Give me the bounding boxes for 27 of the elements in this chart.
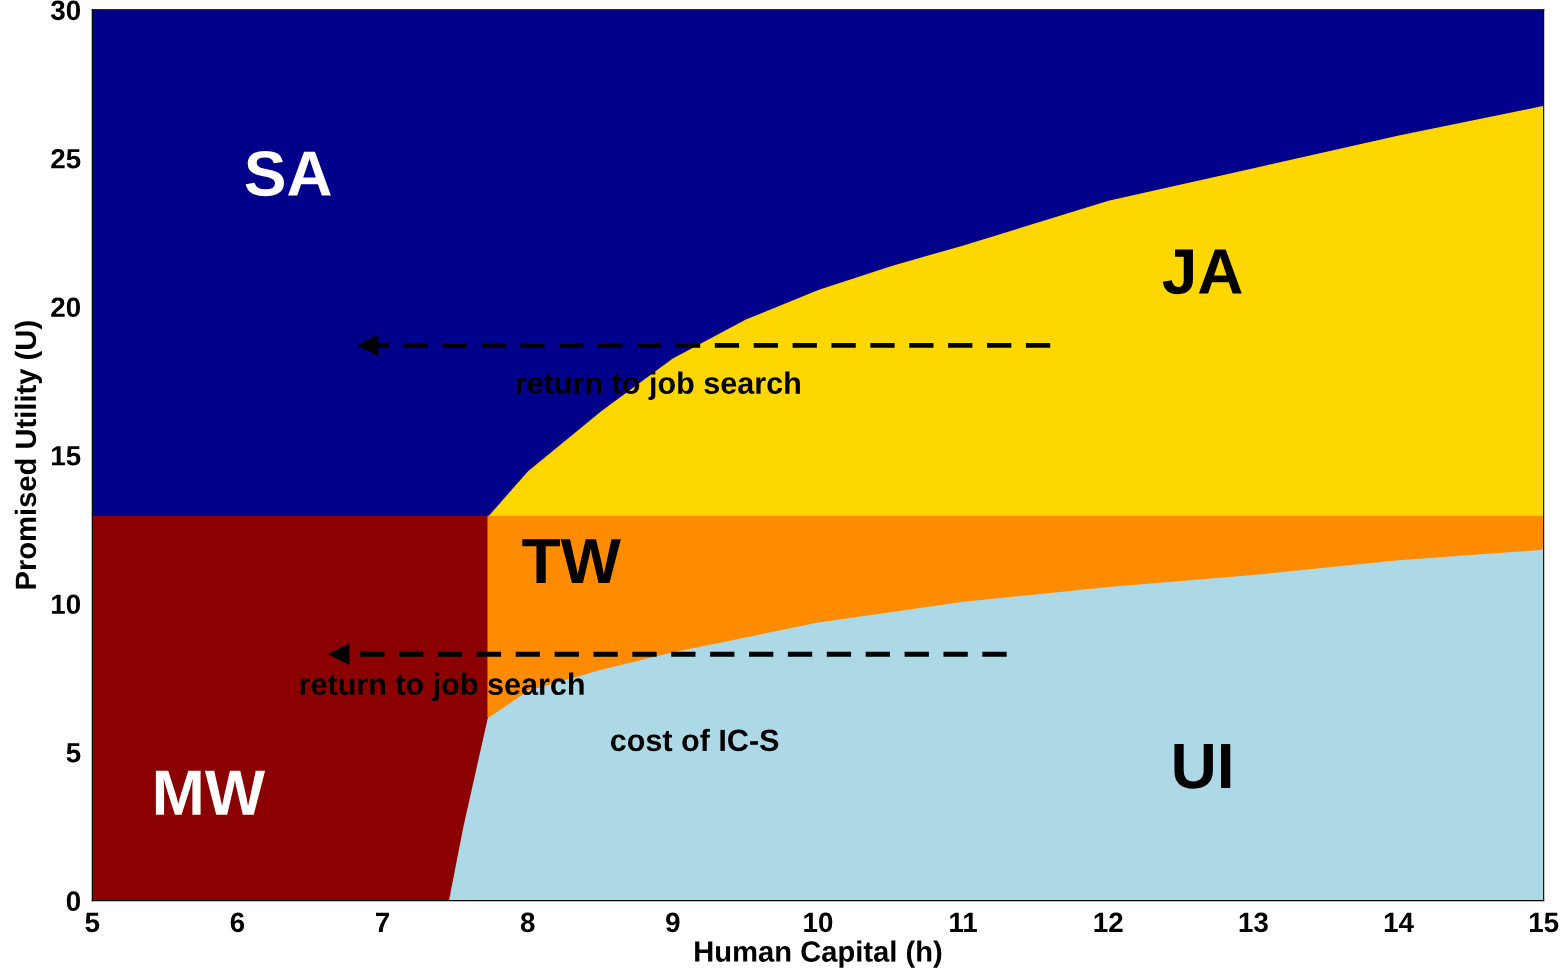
y-tick-label: 20: [51, 297, 81, 318]
y-tick-label: 25: [51, 148, 81, 169]
x-tick-label: 11: [950, 912, 978, 932]
x-tick-label: 9: [666, 912, 680, 933]
x-axis-title: Human Capital (h): [695, 940, 942, 968]
x-tick-label: 6: [230, 912, 245, 933]
y-tick-label: 0: [66, 891, 81, 912]
x-tick-label: 14: [1384, 912, 1414, 932]
x-tick-label: 12: [1094, 912, 1123, 932]
series-label: JA: [1162, 249, 1242, 295]
series-label: TW: [522, 539, 621, 584]
y-tick-label: 15: [52, 446, 81, 466]
y-tick-label: 5: [66, 743, 81, 763]
annotation: cost of IC-S: [610, 728, 779, 752]
y-tick-label: 10: [52, 594, 81, 615]
series-label: MW: [155, 770, 266, 815]
y-axis-title: Promised Utility (U): [14, 321, 42, 589]
x-tick-label: 13: [1239, 912, 1268, 933]
x-tick-label: 8: [520, 912, 535, 933]
x-tick-label: 7: [376, 912, 390, 932]
series-label: SA: [245, 150, 331, 197]
x-tick-label: 15: [1529, 912, 1559, 933]
series-label: UI: [1174, 744, 1231, 789]
y-tick-label: 30: [50, 0, 81, 21]
annotation: return to job search: [516, 371, 800, 400]
x-tick-label: 10: [804, 912, 833, 933]
x-tick-label: 5: [85, 912, 100, 933]
